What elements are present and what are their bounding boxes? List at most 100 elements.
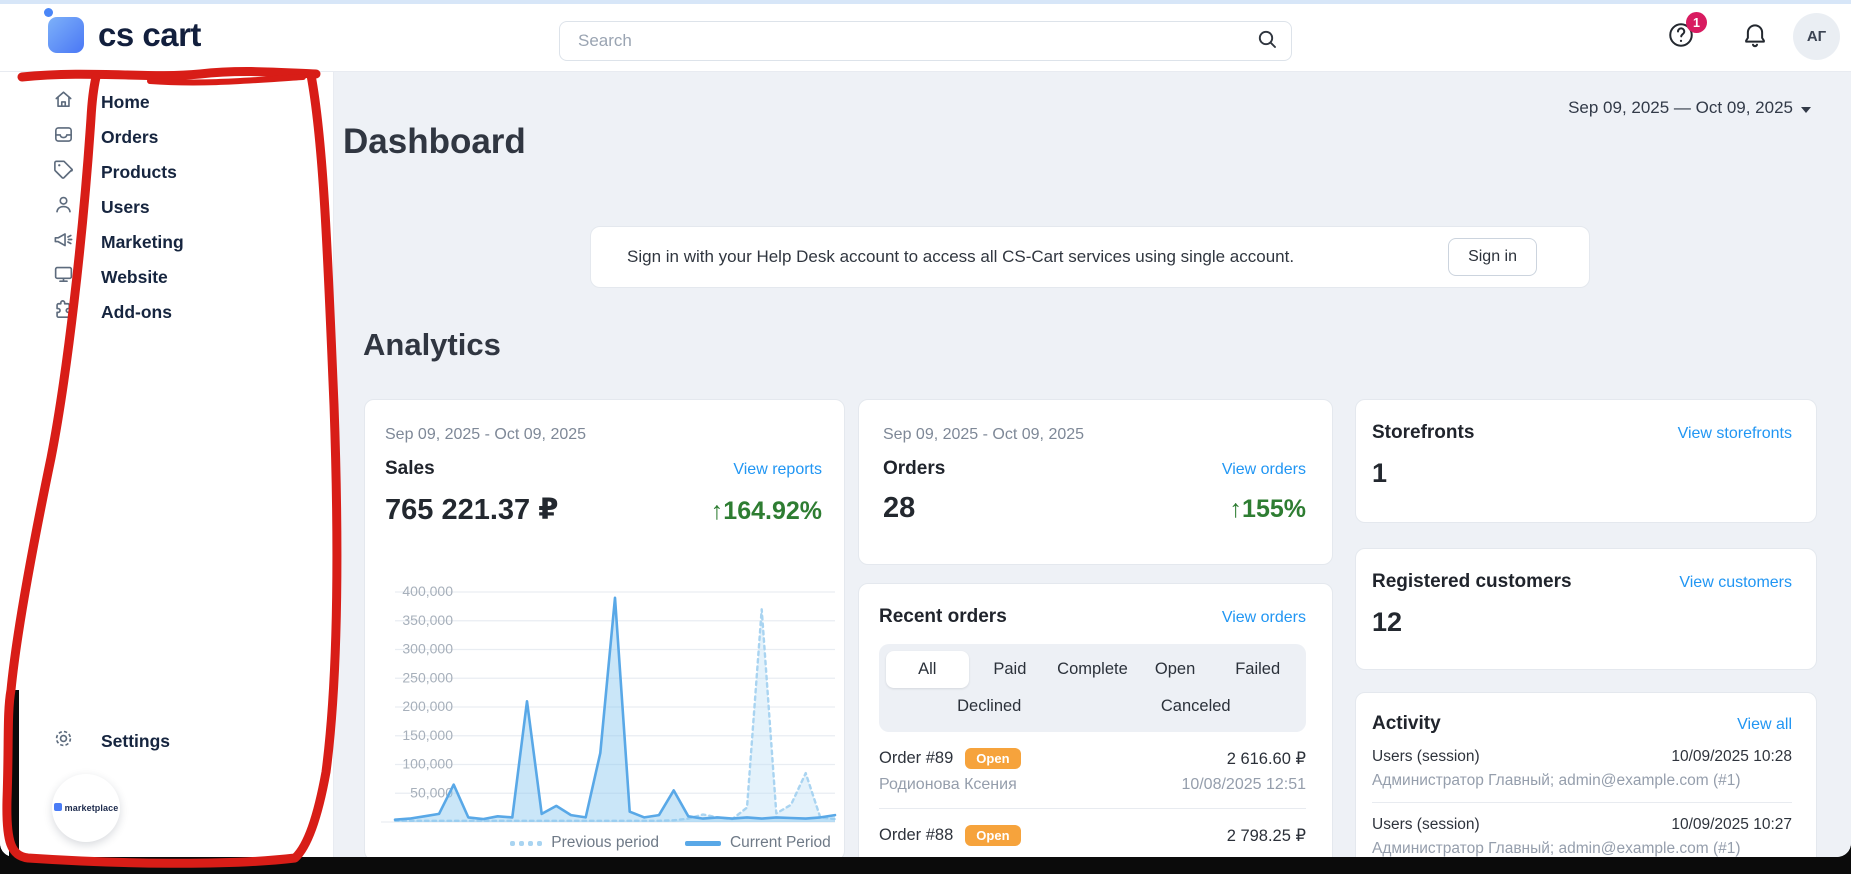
search-icon[interactable] (1255, 27, 1279, 56)
order-total: 2 798.25 ₽ (1226, 826, 1306, 845)
view-reports-link[interactable]: View reports (733, 461, 822, 478)
customers-title: Registered customers (1372, 571, 1572, 592)
activity-row: Users (session) 10/09/2025 10:28 Админис… (1372, 735, 1792, 803)
svg-text:400,000: 400,000 (402, 583, 453, 599)
sales-value: 765 221.37 ₽ (385, 494, 559, 526)
order-list: Order #89 Open 2 616.60 ₽ Родионова Ксен… (879, 732, 1306, 846)
tab-canceled[interactable]: Canceled (1160, 697, 1231, 715)
svg-text:200,000: 200,000 (402, 698, 453, 714)
sidebar-item-label: Users (101, 196, 150, 217)
sidebar-item-marketing[interactable]: Marketing (52, 228, 184, 256)
svg-text:350,000: 350,000 (402, 612, 453, 628)
sidebar-item-users[interactable]: Users (52, 193, 150, 221)
page-title: Dashboard (343, 122, 526, 161)
registered-customers-card: Registered customers View customers 12 (1355, 548, 1817, 670)
marketplace-label: marketplace (64, 803, 119, 813)
marketplace-badge[interactable]: marketplace (52, 774, 120, 842)
sales-delta: ↑164.92% (710, 497, 822, 525)
tag-icon (52, 158, 75, 186)
view-storefronts-link[interactable]: View storefronts (1677, 425, 1792, 442)
megaphone-icon (52, 228, 75, 256)
activity-title: Activity (1372, 713, 1441, 734)
order-status-badge: Open (965, 748, 1021, 769)
sidebar-item-label: Products (101, 161, 177, 182)
date-range-selector[interactable]: Sep 09, 2025 — Oct 09, 2025 (1568, 98, 1811, 118)
tab-paid[interactable]: Paid (993, 660, 1027, 678)
storefronts-value: 1 (1372, 458, 1388, 488)
sidebar-item-settings[interactable]: Settings (52, 727, 170, 755)
storefronts-card: Storefronts View storefronts 1 (1355, 399, 1817, 523)
sidebar-item-orders[interactable]: Orders (52, 123, 158, 151)
customers-value: 12 (1372, 607, 1403, 637)
sidebar-item-label: Orders (101, 126, 159, 147)
activity-row: Users (session) 10/09/2025 10:27 Админис… (1372, 803, 1792, 857)
activity-list: Users (session) 10/09/2025 10:28 Админис… (1372, 735, 1792, 857)
order-row[interactable]: Order #89 Open 2 616.60 ₽ Родионова Ксен… (879, 732, 1306, 809)
sidebar-item-products[interactable]: Products (52, 158, 177, 186)
solid-swatch-icon (684, 840, 721, 846)
sign-in-button[interactable]: Sign in (1448, 238, 1537, 276)
order-status-badge: Open (965, 825, 1021, 846)
legend-previous-period: Previous period (510, 834, 659, 852)
recent-view-orders-link[interactable]: View orders (1221, 609, 1306, 626)
window-edge-gap (9, 690, 19, 857)
view-all-link[interactable]: View all (1737, 716, 1792, 733)
inbox-icon (52, 123, 75, 151)
banner-text: Sign in with your Help Desk account to a… (627, 247, 1295, 266)
order-date: 10/08/2025 12:51 (1181, 776, 1306, 793)
legend-current-period: Current Period (684, 834, 831, 852)
browser-theme-strip (0, 0, 1851, 4)
sidebar-item-add-ons[interactable]: Add-ons (52, 298, 172, 326)
marketplace-logo-icon (53, 803, 62, 811)
sidebar-item-label: Marketing (101, 231, 184, 252)
order-id[interactable]: Order #89 (879, 749, 954, 767)
order-status-tabs: All Paid Complete Open Failed Declined Cancel… (879, 644, 1306, 732)
user-icon (52, 193, 75, 221)
orders-period: Sep 09, 2025 - Oct 09, 2025 (883, 426, 1085, 443)
help-notification-badge: 1 (1686, 12, 1707, 33)
top-bar: cs cart 1 АГ (0, 4, 1851, 72)
orders-title: Orders (883, 458, 946, 479)
main-content: Sep 09, 2025 — Oct 09, 2025 Dashboard Si… (334, 72, 1851, 857)
search-input[interactable] (576, 30, 1255, 52)
view-customers-link[interactable]: View customers (1679, 574, 1792, 591)
tab-complete[interactable]: Complete (1057, 660, 1128, 678)
helpdesk-banner: Sign in with your Help Desk account to a… (590, 226, 1590, 288)
view-orders-link[interactable]: View orders (1221, 461, 1306, 478)
tab-all[interactable]: All (886, 651, 969, 688)
activity-time: 10/09/2025 10:27 (1671, 816, 1792, 833)
sidebar-item-label: Website (101, 266, 168, 287)
svg-text:100,000: 100,000 (402, 756, 453, 772)
global-search (559, 21, 1292, 61)
tab-declined[interactable]: Declined (957, 697, 1022, 715)
puzzle-icon (52, 298, 75, 326)
tab-failed[interactable]: Failed (1235, 660, 1281, 678)
orders-delta: ↑155% (1229, 495, 1306, 523)
tab-open[interactable]: Open (1154, 660, 1196, 678)
svg-text:50,000: 50,000 (410, 784, 453, 800)
sales-chart: 400,000 350,000 300,000 250,000 200,000 150,0… (365, 578, 846, 828)
avatar[interactable]: АГ (1793, 13, 1840, 60)
bell-icon[interactable] (1740, 20, 1770, 50)
activity-time: 10/09/2025 10:28 (1671, 748, 1792, 765)
logo-icon (44, 8, 84, 53)
activity-type: Users (session) (1372, 748, 1480, 765)
order-row[interactable]: Order #88 Open 2 798.25 ₽ (879, 809, 1306, 846)
sidebar-item-label: Settings (101, 730, 171, 751)
cs-cart-logo[interactable]: cs cart (44, 8, 201, 54)
sidebar-item-website[interactable]: Website (52, 263, 168, 291)
chart-legend: Previous period Current Period (365, 834, 846, 852)
order-id[interactable]: Order #88 (879, 826, 954, 844)
svg-text:250,000: 250,000 (402, 669, 453, 685)
recent-orders-card: Recent orders View orders All Paid Complet… (858, 583, 1333, 857)
recent-orders-title: Recent orders (879, 606, 1007, 627)
gear-icon (52, 727, 75, 755)
sales-title: Sales (385, 458, 435, 479)
sidebar-item-home[interactable]: Home (52, 88, 150, 116)
sales-card: Sep 09, 2025 - Oct 09, 2025 Sales View r… (364, 399, 845, 857)
order-customer: Родионова Ксения (879, 776, 1017, 793)
activity-card: Activity View all Users (session) 10/09/… (1355, 692, 1817, 857)
help-icon[interactable] (1666, 20, 1696, 50)
storefronts-title: Storefronts (1372, 422, 1475, 443)
